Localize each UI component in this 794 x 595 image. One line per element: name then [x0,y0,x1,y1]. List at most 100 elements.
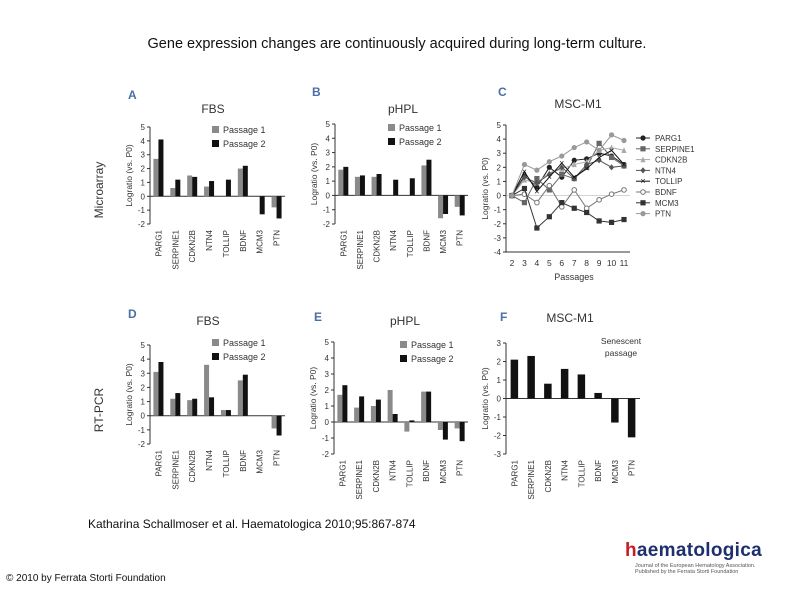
bar [527,355,535,399]
bar [192,176,198,197]
y-tick-label: 0 [325,418,330,427]
x-axis-label: Passages [554,272,594,282]
data-point [571,161,577,168]
bar [153,158,159,197]
data-point [559,171,565,177]
data-point [621,216,627,223]
bar [387,390,393,422]
legend-label: PTN [655,210,671,219]
y-axis-label: Logratio (vs. P0) [480,367,490,430]
data-point [521,200,528,206]
series-line [511,134,625,196]
category-label: TOLLIP [406,230,415,257]
slide-title: Gene expression changes are continuously… [147,36,647,52]
bar [371,176,377,196]
legend-label: Passage 2 [223,352,266,362]
data-point [546,182,553,189]
data-point: × [640,176,645,186]
y-tick-label: 5 [497,121,502,130]
bar [438,195,444,219]
data-point: × [584,164,589,174]
y-tick-label: 3 [141,369,146,378]
category-label: PARG1 [154,449,163,476]
row-label: RT-PCR [92,387,106,432]
legend-label: Passage 1 [223,125,266,135]
y-tick-label: 1 [326,177,331,186]
data-point [640,156,646,163]
series-line [511,149,625,196]
panel-title: pHPL [388,102,418,116]
bar [209,181,215,197]
bar [192,398,198,416]
data-point [584,209,590,216]
bar [393,179,399,196]
category-label: CDKN2B [544,460,553,492]
category-label: MCM3 [439,459,448,483]
logo-subtitle: Journal of the European Hematology Assoc… [635,563,756,575]
category-label: BDNF [239,450,248,472]
data-point: × [621,160,626,170]
bar [237,380,243,416]
y-tick-label: 0 [141,192,146,201]
panel-letter: B [312,85,321,99]
category-label: MCM3 [256,449,265,473]
bar [426,391,432,422]
panel-letter: F [500,310,507,324]
bar [338,169,344,196]
bar [611,398,619,423]
data-point: × [596,152,601,162]
legend-label: SERPINE1 [655,145,695,154]
category-label: NTN4 [205,449,214,470]
data-point [640,200,646,206]
panel-title: FBS [196,314,219,328]
category-label: CDKN2B [188,230,197,262]
legend-label: Passage 1 [399,123,442,133]
legend-swatch [388,124,395,131]
bar [370,406,376,422]
category-label: TOLLIP [222,450,231,477]
y-tick-label: -3 [494,450,502,459]
y-tick-label: 4 [325,354,330,363]
bar [271,415,277,429]
y-axis-label: Logratio (vs. P0) [308,367,318,430]
data-point [640,189,646,195]
legend-label: PARG1 [655,134,682,143]
panel-title: MSC-M1 [554,97,602,111]
data-point [621,147,627,153]
series-line [511,152,625,196]
y-tick-label: 5 [325,338,330,347]
data-point [571,144,577,151]
legend-swatch [400,355,407,362]
data-point [596,218,602,224]
data-point: × [572,172,577,182]
data-point [608,154,615,161]
y-tick-label: -4 [494,248,502,257]
data-point [571,187,578,193]
bar [594,392,602,399]
category-label: SERPINE1 [527,459,536,499]
y-tick-label: -2 [322,450,330,459]
bar [158,139,164,197]
data-point [546,214,552,220]
category-label: TOLLIP [222,230,231,257]
category-label: MCM3 [256,229,265,253]
data-point [621,137,627,144]
logo-h: h [625,540,637,561]
category-label: SERPINE1 [171,449,180,489]
y-tick-label: 5 [141,123,146,132]
data-point: × [547,172,552,182]
y-tick-label: 3 [497,149,502,158]
data-point [596,196,602,203]
y-axis-label: Logratio (vs. P0) [309,143,319,206]
category-label: PARG1 [339,229,348,256]
y-tick-label: -2 [138,440,146,449]
bar [443,195,449,214]
bar [560,368,569,399]
annotation-text: Senescent [601,336,642,346]
legend-swatch [212,126,219,133]
category-label: CDKN2B [372,460,381,492]
bar [343,166,349,196]
y-tick-label: 0 [141,412,146,421]
category-label: PARG1 [154,229,163,256]
y-axis-label: Logratio (vs. P0) [124,363,134,426]
